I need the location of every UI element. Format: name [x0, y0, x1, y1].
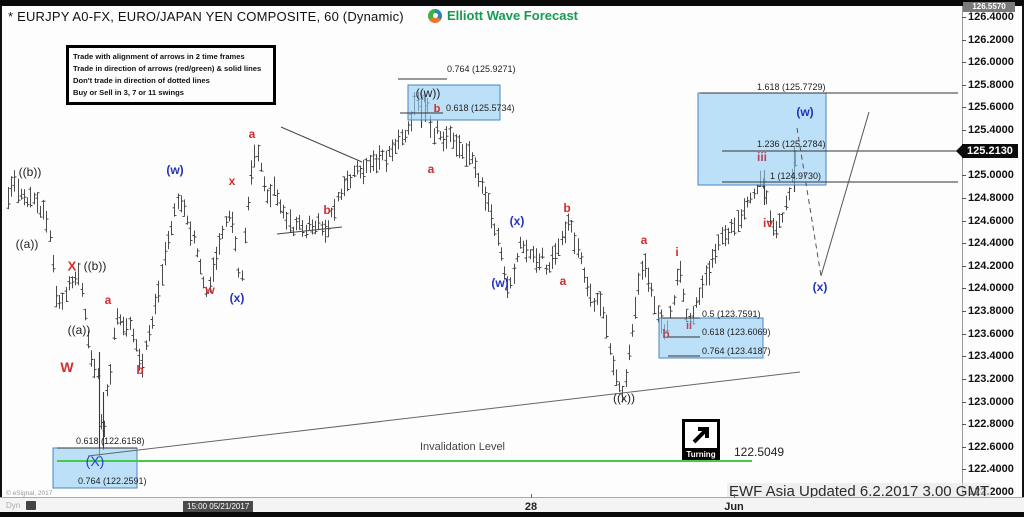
- price-axis-tick: [962, 469, 966, 471]
- price-axis-label: 123.4000: [968, 350, 1014, 363]
- price-axis-label: 124.0000: [968, 282, 1014, 295]
- price-axis-tick: [962, 17, 966, 18]
- price-axis-label: 124.8000: [968, 191, 1014, 204]
- price-axis-tick: [962, 333, 966, 335]
- window-bottom-bar: [0, 512, 1024, 517]
- price-axis-tick: [962, 424, 966, 426]
- price-axis-tick: [962, 220, 966, 222]
- price-axis-tick: [962, 401, 966, 403]
- pinwheel-logo-icon: [428, 8, 442, 23]
- price-axis-tick: [962, 84, 966, 86]
- price-axis-label: 125.0000: [968, 169, 1014, 182]
- invalidation-level-label: Invalidation Level: [420, 441, 506, 453]
- price-axis-tick: [962, 265, 966, 267]
- rule-line-4: Buy or Sell in 3, 7 or 11 swings: [73, 88, 184, 97]
- time-axis-label: 28: [524, 501, 538, 513]
- rule-line-1: Trade with alignment of arrows in 2 time…: [73, 52, 245, 61]
- trading-rules-box: Trade with alignment of arrows in 2 time…: [66, 45, 276, 105]
- price-axis-label: 123.2000: [968, 372, 1014, 385]
- price-axis-label: 125.6000: [968, 101, 1014, 114]
- turning-arrow-box: [682, 419, 720, 451]
- price-axis-label: 125.8000: [968, 78, 1014, 91]
- session-high-badge: 126.5570: [963, 2, 1015, 12]
- price-axis-label: 126.0000: [968, 56, 1014, 69]
- price-axis-tick: [962, 378, 966, 380]
- price-axis-tick: [962, 107, 966, 109]
- time-axis-strip[interactable]: [0, 497, 1024, 514]
- price-axis-label: 126.2000: [968, 33, 1014, 46]
- price-axis-tick: [962, 130, 966, 132]
- brand-logo: Elliott Wave Forecast: [428, 8, 578, 23]
- price-axis-label: 125.4000: [968, 124, 1014, 137]
- turning-signal-widget: Turning: [682, 419, 720, 460]
- price-axis-tick: [962, 311, 966, 313]
- price-axis-label: 123.8000: [968, 305, 1014, 318]
- time-axis-tick: [734, 494, 735, 498]
- price-axis-tick: [962, 197, 966, 199]
- rule-line-2: Trade in direction of arrows (red/green)…: [73, 64, 262, 73]
- price-axis-label: 124.2000: [968, 259, 1014, 272]
- price-axis-label: 124.6000: [968, 214, 1014, 227]
- time-axis-label: Jun: [724, 501, 744, 513]
- copyright-label: © eSignal, 2017: [6, 490, 53, 497]
- cursor-timestamp-box: 15:00 05/21/2017: [183, 501, 254, 512]
- price-axis-tick: [962, 39, 966, 41]
- price-axis-label: 126.4000: [968, 11, 1014, 23]
- chart-mode-icon[interactable]: [26, 501, 36, 510]
- rule-line-3: Don't trade in direction of dotted lines: [73, 76, 210, 85]
- price-axis-label: 122.6000: [968, 440, 1014, 453]
- brand-name: Elliott Wave Forecast: [447, 8, 578, 23]
- time-axis-tick: [531, 494, 532, 498]
- price-axis-tick: [962, 62, 966, 64]
- price-axis-tick: [962, 288, 966, 290]
- price-axis-separator: [962, 6, 963, 498]
- price-axis-tick: [962, 446, 966, 448]
- invalidation-price-label: 122.5049: [734, 445, 785, 459]
- dynamic-mode-label: Dyn: [6, 501, 21, 510]
- symbol-title: * EURJPY A0-FX, EURO/JAPAN YEN COMPOSITE…: [8, 9, 404, 24]
- price-axis-label: 123.6000: [968, 327, 1014, 340]
- price-axis-label: 124.4000: [968, 237, 1014, 250]
- price-axis-tick: [962, 175, 966, 177]
- price-axis-tick: [962, 243, 966, 245]
- last-price-badge: 125.2130: [956, 144, 1018, 158]
- price-axis-label: 122.8000: [968, 418, 1014, 431]
- turning-label: Turning: [682, 450, 720, 460]
- price-axis-tick: [962, 356, 966, 358]
- price-axis-label: 123.0000: [968, 395, 1014, 408]
- up-right-arrow-icon: [692, 427, 709, 444]
- update-note: EWF Asia Updated 6.2.2017 3.00 GMT: [727, 483, 992, 500]
- window-top-bar: [0, 0, 1024, 6]
- price-axis-label: 122.4000: [968, 463, 1014, 476]
